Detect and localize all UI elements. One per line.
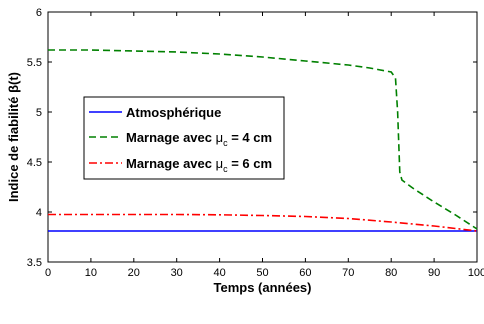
y-tick-label: 3.5	[27, 257, 42, 269]
x-tick-label: 100	[468, 267, 484, 279]
series-layer	[48, 49, 478, 232]
legend-mu-symbol: μ	[216, 130, 224, 145]
x-tick-label: 90	[428, 267, 440, 279]
x-tick-label: 50	[256, 267, 268, 279]
y-tick-label: 6	[36, 7, 42, 19]
y-tick-label: 4.5	[27, 157, 42, 169]
x-tick-label: 30	[171, 267, 183, 279]
y-tick-label: 4	[36, 207, 42, 219]
x-tick-label: 40	[213, 267, 225, 279]
legend-mu-symbol: μ	[216, 156, 224, 171]
legend-subscript: c	[223, 138, 228, 148]
legend-label-3: Marnage avec μc = 6 cm	[126, 156, 272, 174]
y-tick-label: 5	[36, 107, 42, 119]
x-tick-label: 20	[128, 267, 140, 279]
x-tick-label: 70	[342, 267, 354, 279]
x-tick-label: 60	[299, 267, 311, 279]
legend-label-suffix: = 6 cm	[228, 156, 272, 171]
legend-label-suffix: = 4 cm	[228, 130, 272, 145]
x-axis-title: Temps (années)	[213, 280, 311, 295]
x-tick-label: 10	[85, 267, 97, 279]
legend-label-text: Marnage avec	[126, 156, 216, 171]
legend-label-1: Atmosphérique	[126, 105, 221, 120]
legend-label-text: Marnage avec	[126, 130, 216, 145]
legend-box	[83, 96, 285, 180]
series-line-3	[48, 213, 478, 232]
x-tick-label: 80	[385, 267, 397, 279]
legend-subscript: c	[223, 164, 228, 174]
y-tick-label: 5.5	[27, 57, 42, 69]
x-tick-label: 0	[45, 267, 51, 279]
legend-label-2: Marnage avec μc = 4 cm	[126, 130, 272, 148]
series-line-2	[48, 49, 478, 230]
y-axis-title: Indice de fiabilité β(t)	[6, 72, 21, 202]
